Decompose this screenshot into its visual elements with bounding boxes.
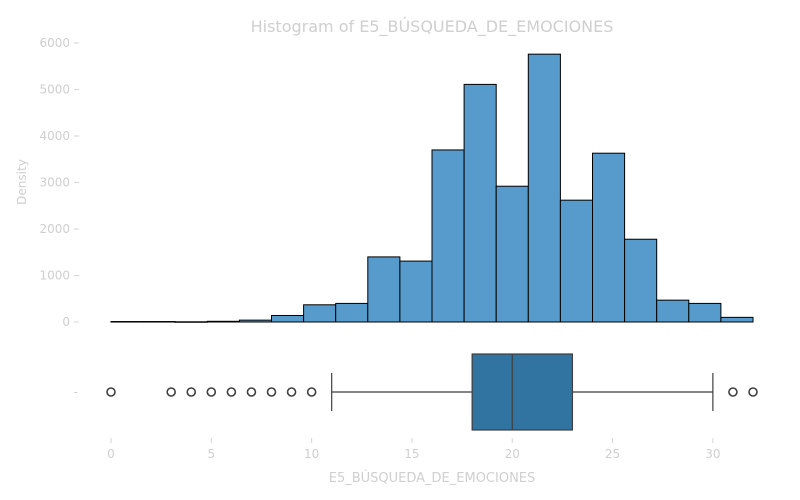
histogram-bar <box>720 316 754 323</box>
x-tick-label: 30 <box>705 447 720 461</box>
outlier-point <box>206 387 217 397</box>
histogram-bar <box>206 320 240 323</box>
y-tick-label: 6000 <box>39 36 70 50</box>
y-tick-labels: 0 1000 2000 3000 4000 5000 6000 <box>39 36 79 329</box>
histogram-bar <box>399 260 433 323</box>
histogram-bar <box>624 238 658 323</box>
histogram-bar <box>335 302 369 323</box>
x-tick-label: 15 <box>404 447 419 461</box>
y-tick-label: 3000 <box>39 176 70 190</box>
outlier-point <box>226 387 237 397</box>
outlier-point <box>286 387 297 397</box>
histogram-bar <box>688 302 722 323</box>
histogram-bar <box>559 199 594 323</box>
x-tick-label: 5 <box>207 447 215 461</box>
histogram-bar <box>367 256 401 323</box>
outlier-point <box>728 387 738 397</box>
chart-title: Histogram of E5_BÚSQUEDA_DE_EMOCIONES <box>251 17 614 37</box>
histogram-bar <box>271 314 305 323</box>
histogram-bar <box>110 321 144 323</box>
outlier-point <box>266 387 277 397</box>
y-tick-label: 2000 <box>39 222 70 236</box>
histogram-bar <box>463 83 497 323</box>
y-axis-label: Density <box>15 159 29 205</box>
histogram-bar <box>142 321 176 323</box>
histogram-bars <box>110 53 754 323</box>
boxplot <box>331 353 714 431</box>
histogram-bar <box>238 319 272 323</box>
histogram-bar <box>303 304 337 323</box>
x-tick-label: 0 <box>107 447 115 461</box>
histogram-bar <box>495 185 529 323</box>
y-tick-label: 4000 <box>39 129 70 143</box>
histogram-bar <box>431 149 465 323</box>
histogram-bar <box>592 152 626 323</box>
boxplot-outliers <box>106 387 758 397</box>
x-axis-label: E5_BÚSQUEDA_DE_EMOCIONES <box>329 470 536 486</box>
outlier-point <box>166 387 176 397</box>
x-tick-label: 10 <box>304 447 319 461</box>
x-tick-labels: 0 5 10 15 20 25 30 <box>107 438 721 461</box>
outlier-point <box>246 387 257 397</box>
y-tick-label: 0 <box>62 315 70 329</box>
outlier-point <box>106 387 116 397</box>
y-tick-label: 5000 <box>39 83 70 97</box>
box-iqr <box>471 353 574 431</box>
outlier-point <box>306 387 317 397</box>
histogram-bar <box>174 321 208 323</box>
outlier-point <box>186 387 197 397</box>
x-tick-label: 25 <box>605 447 620 461</box>
outlier-point <box>748 387 758 397</box>
box-y-tick-label: - <box>74 385 78 399</box>
x-tick-label: 20 <box>505 447 520 461</box>
histogram-bar <box>656 299 690 323</box>
histogram-bar <box>527 53 561 323</box>
y-tick-label: 1000 <box>39 269 70 283</box>
